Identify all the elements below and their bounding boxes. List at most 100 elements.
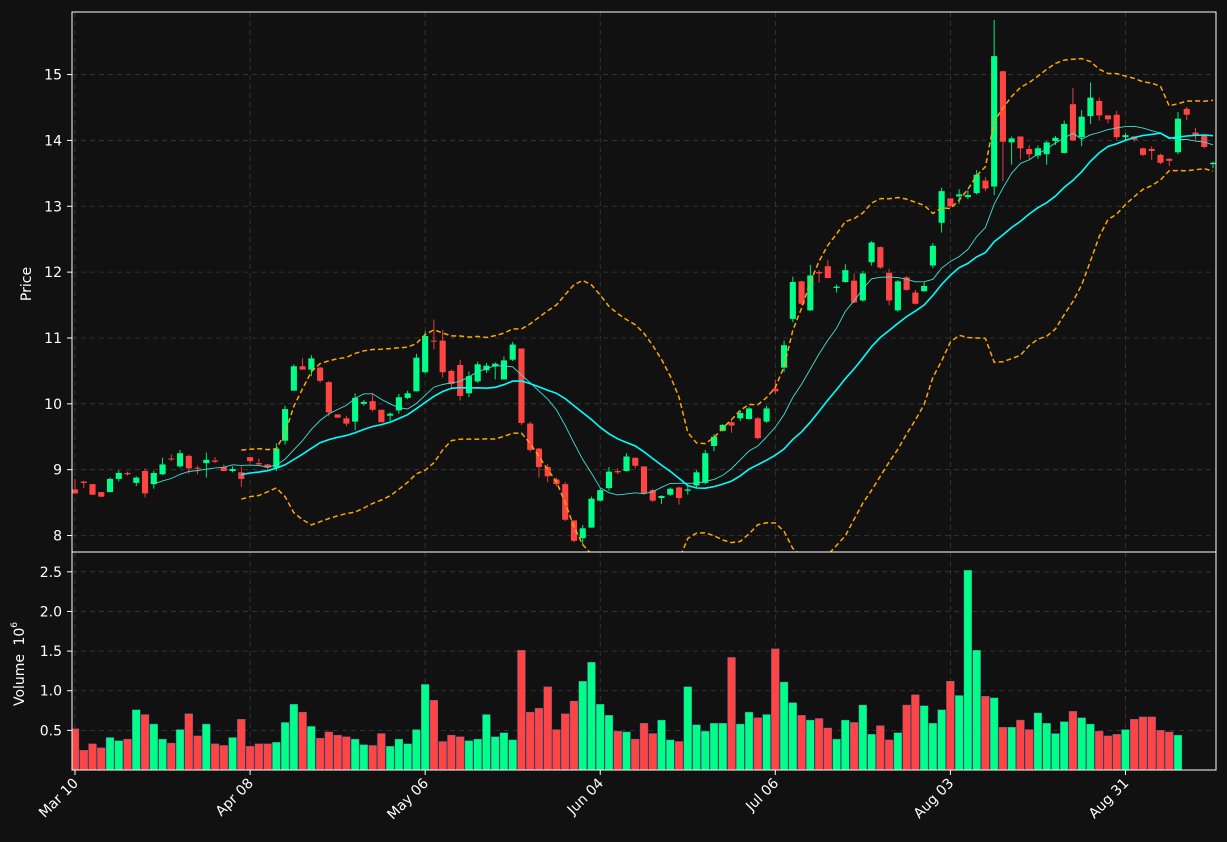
candle-body (220, 467, 227, 471)
candle-body (807, 275, 814, 311)
volume-bar (105, 737, 115, 770)
candle-body (702, 453, 709, 483)
candle-body (395, 397, 402, 411)
candle-body (194, 467, 201, 469)
candle-body (1183, 108, 1190, 115)
price-y-ticks: 8 9 10 11 12 13 14 15 (44, 68, 72, 545)
volume-bar (1165, 731, 1174, 770)
candle-body (667, 488, 674, 495)
volume-tick-label: 1.0 (40, 684, 62, 700)
candle-body (868, 242, 875, 263)
volume-bar (911, 694, 920, 770)
candle-body (1201, 134, 1208, 147)
candle-body (89, 484, 96, 495)
candle-body (413, 357, 420, 392)
candle-body (439, 340, 446, 373)
candle-body (859, 273, 866, 301)
candle-body (465, 376, 472, 394)
volume-tick-label: 2.0 (40, 604, 62, 620)
candle-body (282, 409, 289, 441)
volume-bar (1147, 716, 1156, 770)
volume-bar (114, 740, 123, 770)
volume-bar (237, 719, 246, 770)
volume-bar (657, 719, 666, 770)
volume-bar (1121, 729, 1130, 770)
candle-body (877, 247, 884, 268)
candle-body (527, 423, 534, 450)
candle-body (247, 457, 254, 462)
volume-y-ticks: 0.5 1.0 1.5 2.0 2.5 (40, 565, 72, 739)
volume-bar (832, 738, 841, 770)
volume-bar (491, 736, 500, 770)
volume-bar (788, 702, 797, 770)
candle-body (632, 457, 639, 466)
volume-bar (1086, 723, 1095, 770)
candle-body (1113, 114, 1120, 138)
candle-body (80, 481, 87, 483)
candle-body (448, 370, 455, 385)
volume-bar (823, 727, 832, 770)
volume-bar (1138, 716, 1148, 770)
volume-bar (72, 728, 80, 770)
volume-bar (429, 700, 439, 770)
volume-bar (674, 741, 684, 770)
price-tick-label: 10 (44, 397, 62, 413)
indicator-overlays (153, 57, 1214, 552)
volume-bar (639, 723, 649, 770)
volume-tick-label: 0.5 (40, 723, 62, 739)
candle-body (579, 528, 586, 539)
candle-body (290, 366, 297, 391)
candle-body (737, 413, 744, 419)
candle-body (255, 463, 262, 465)
volume-bars (72, 570, 1183, 770)
volume-bar (333, 734, 342, 770)
candle-body (1034, 148, 1041, 156)
volume-bar (937, 709, 946, 770)
volume-bar (928, 723, 938, 770)
candle-body (675, 487, 683, 498)
volume-bar (175, 729, 185, 770)
volume-bar (517, 650, 526, 770)
candle-body (824, 266, 831, 279)
volume-bar (963, 570, 973, 770)
candle-body (369, 401, 376, 410)
volume-bar (464, 740, 474, 770)
candle-body (938, 191, 945, 223)
volume-bar (849, 722, 859, 770)
candle-body (229, 469, 236, 471)
volume-bar (727, 657, 736, 770)
volume-bar (473, 738, 482, 770)
candle-body (929, 245, 936, 266)
volume-bar (499, 732, 509, 770)
candle-body (404, 393, 411, 398)
volume-bar (876, 725, 885, 770)
candle-body (842, 270, 849, 282)
candle-body (325, 382, 332, 413)
candle-body (1017, 136, 1024, 149)
candle-body (816, 272, 823, 274)
candle-body (168, 458, 175, 460)
volume-bar (1042, 723, 1051, 770)
volume-bar (736, 723, 745, 770)
candle-body (238, 472, 245, 479)
candle-body (649, 490, 656, 501)
volume-bar (806, 719, 815, 770)
candle-body (343, 418, 350, 424)
candle-body (264, 464, 271, 468)
candle-body (1174, 118, 1182, 153)
volume-bar (508, 739, 517, 770)
candle-body (772, 388, 779, 392)
volume-bar (867, 734, 876, 770)
volume-bar (1025, 729, 1034, 770)
volume-bar (797, 715, 806, 770)
candle-body (982, 180, 989, 189)
volume-bar (893, 732, 903, 770)
candle-body (999, 71, 1006, 142)
volume-bar (1068, 711, 1078, 770)
volume-bar (280, 722, 290, 770)
candle-body (886, 272, 893, 301)
volume-bar (482, 714, 491, 770)
candle-body (387, 413, 394, 416)
volume-bar (648, 733, 657, 770)
candle-body (1008, 138, 1015, 143)
